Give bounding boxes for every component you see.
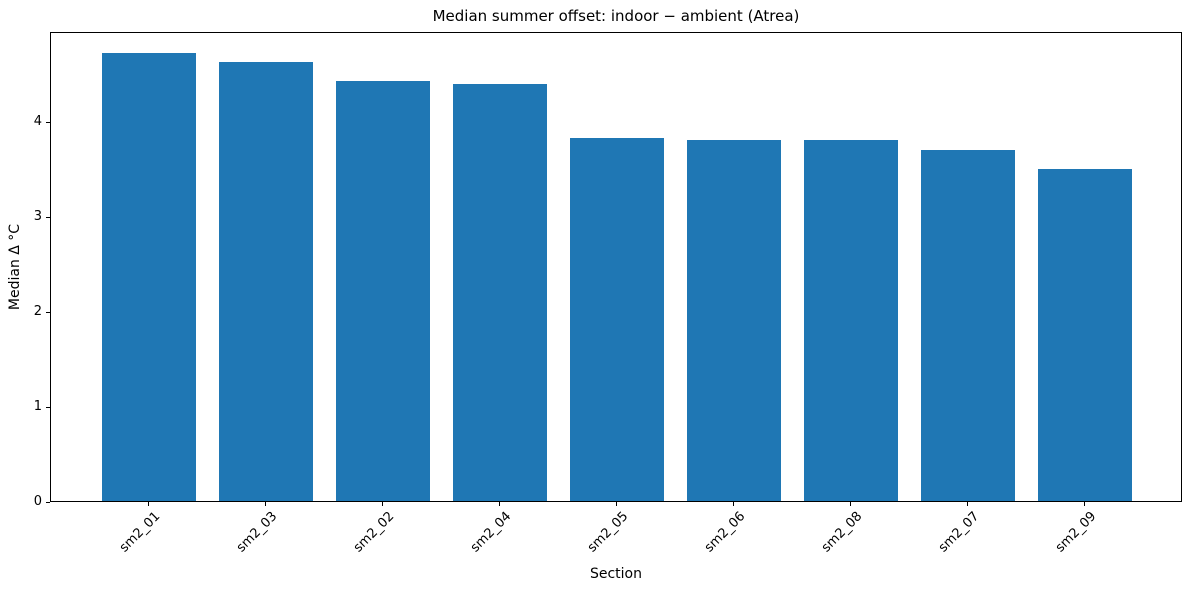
- bar-sm2_01: [102, 52, 196, 501]
- chart-title: Median summer offset: indoor − ambient (…: [432, 7, 800, 25]
- y-tick-label-0: 0: [33, 494, 42, 509]
- y-tick-mark: [46, 406, 50, 408]
- bar-sm2_04: [453, 84, 547, 501]
- bar-sm2_03: [219, 62, 313, 501]
- x-tick-mark: [265, 502, 267, 506]
- x-tick-label-sm2_05: sm2_05: [585, 509, 632, 556]
- x-tick-label-sm2_06: sm2_06: [702, 509, 749, 556]
- x-tick-mark: [382, 502, 384, 506]
- y-tick-label-1: 1: [33, 399, 42, 415]
- x-tick-mark: [1083, 502, 1085, 506]
- x-tick-label-sm2_03: sm2_03: [234, 509, 281, 556]
- x-tick-mark: [849, 502, 851, 506]
- x-tick-label-sm2_02: sm2_02: [351, 509, 398, 556]
- bar-sm2_09: [1037, 168, 1132, 501]
- x-tick-mark: [732, 502, 734, 506]
- y-tick-mark: [46, 121, 50, 123]
- y-tick-mark: [46, 501, 50, 503]
- x-tick-label-sm2_08: sm2_08: [819, 509, 866, 556]
- y-axis-label: Median Δ °C: [7, 223, 23, 311]
- bar-sm2_08: [804, 140, 898, 501]
- x-tick-mark: [966, 502, 968, 506]
- y-tick-label-3: 3: [33, 209, 42, 225]
- x-tick-label-sm2_07: sm2_07: [935, 509, 983, 556]
- y-tick-mark: [46, 216, 50, 218]
- bar-sm2_07: [921, 149, 1015, 501]
- bar-sm2_05: [570, 138, 664, 501]
- x-axis-label: Section: [589, 566, 642, 582]
- x-tick-label-sm2_09: sm2_09: [1052, 509, 1100, 556]
- x-tick-label-sm2_04: sm2_04: [468, 509, 515, 556]
- x-tick-mark: [616, 502, 617, 506]
- bar-sm2_02: [336, 81, 430, 501]
- y-tick-label-4: 4: [33, 114, 42, 130]
- x-tick-label-sm2_01: sm2_01: [117, 509, 164, 556]
- x-tick-mark: [499, 502, 501, 506]
- bar-sm2_06: [687, 140, 781, 501]
- y-tick-mark: [46, 311, 50, 313]
- y-tick-label-2: 2: [33, 304, 42, 320]
- plot-area: [50, 32, 1182, 502]
- x-tick-mark: [148, 502, 150, 506]
